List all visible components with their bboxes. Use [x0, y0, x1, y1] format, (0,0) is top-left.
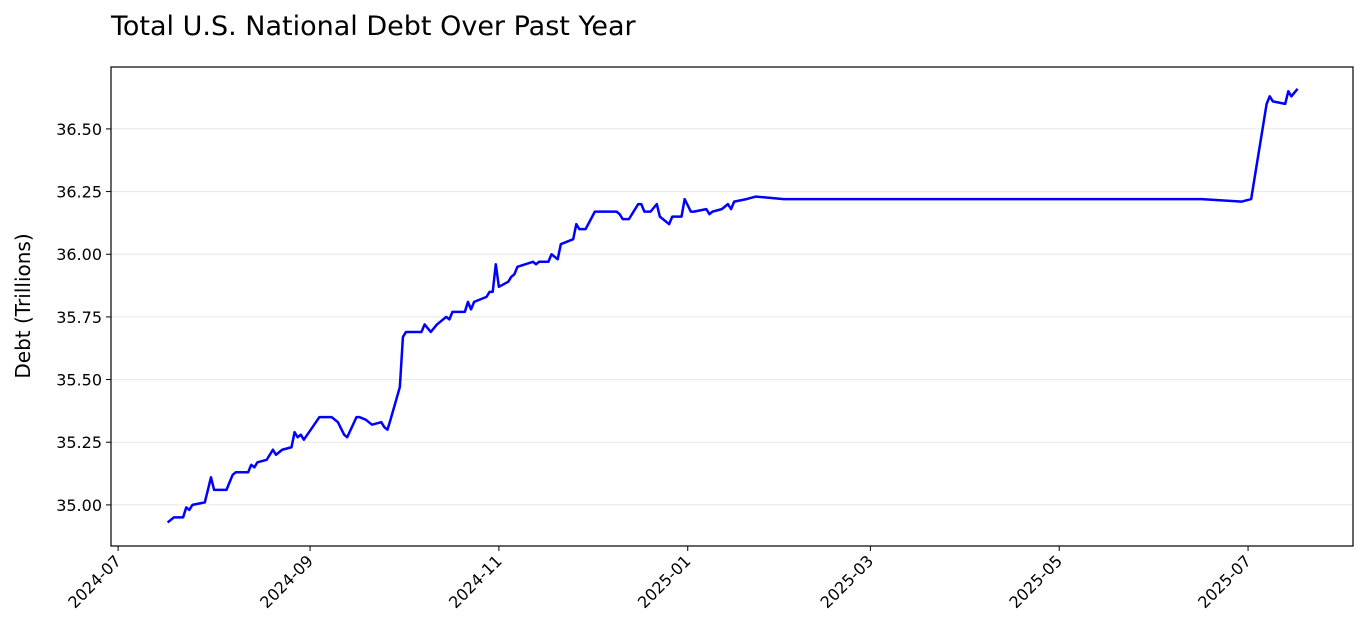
- x-tick-label: 2025-03: [816, 551, 877, 612]
- y-tick-label: 35.00: [56, 496, 102, 515]
- y-tick-label: 35.50: [56, 371, 102, 390]
- y-axis-label: Debt (Trillions): [11, 233, 35, 378]
- y-tick-label: 35.75: [56, 308, 102, 327]
- plot-frame: [110, 66, 1354, 547]
- y-tick-label: 36.50: [56, 120, 102, 139]
- x-tick-label: 2025-07: [1194, 551, 1255, 612]
- x-tick-label: 2025-05: [1005, 551, 1066, 612]
- chart-title: Total U.S. National Debt Over Past Year: [110, 11, 637, 42]
- y-tick-label: 36.25: [56, 183, 102, 202]
- x-tick-label: 2024-07: [64, 551, 125, 612]
- y-tick-label: 36.00: [56, 245, 102, 264]
- x-tick-label: 2025-01: [634, 551, 695, 612]
- data-line: [166, 88, 1299, 524]
- y-tick-label: 35.25: [56, 433, 102, 452]
- x-tick-label: 2024-09: [256, 551, 317, 612]
- x-tick-label: 2024-11: [445, 551, 506, 612]
